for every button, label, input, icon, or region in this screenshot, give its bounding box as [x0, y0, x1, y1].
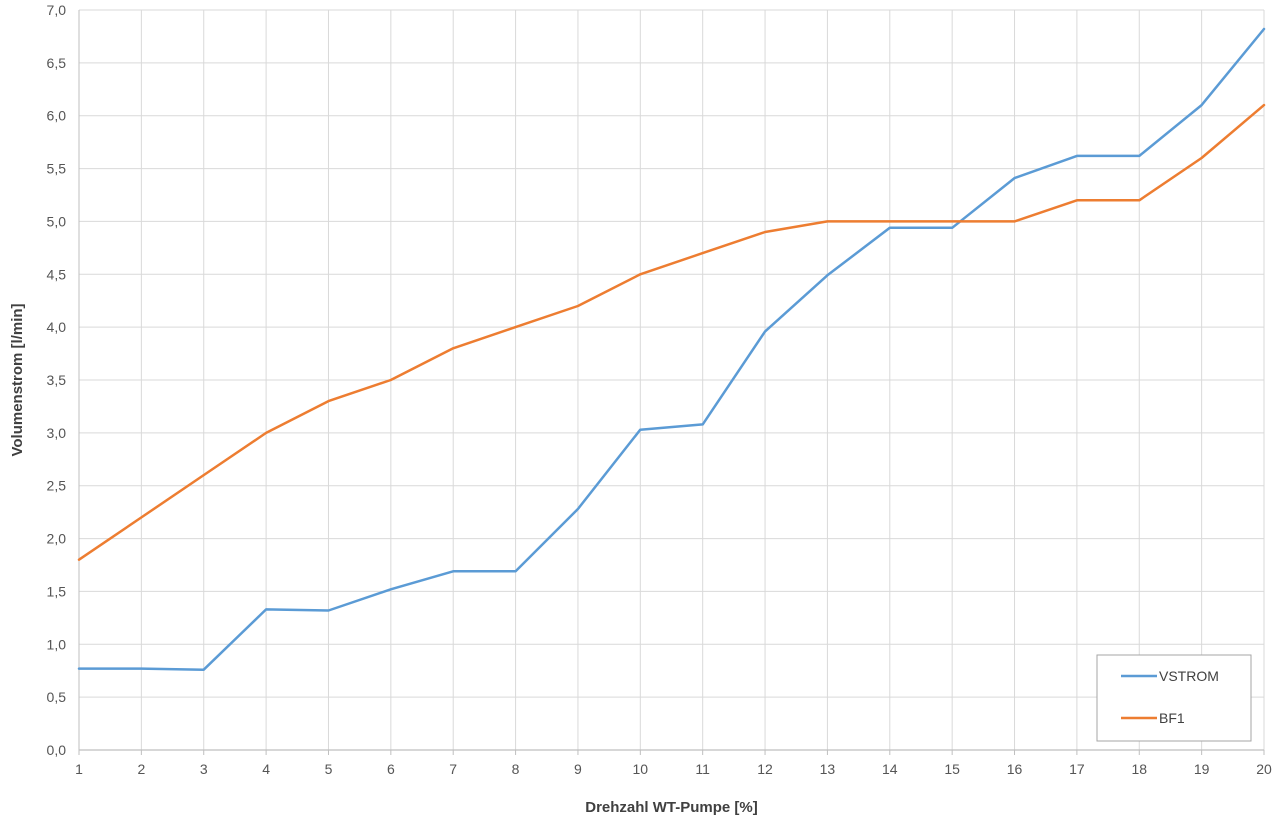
x-tick-label: 15 — [944, 761, 960, 777]
y-tick-label: 7,0 — [47, 2, 67, 18]
x-tick-label: 1 — [75, 761, 83, 777]
y-axis-title: Volumenstrom [l/min] — [9, 303, 26, 456]
x-tick-label: 8 — [512, 761, 520, 777]
y-tick-label: 2,5 — [47, 478, 67, 494]
grid-lines — [79, 9, 1265, 750]
x-tick-label: 16 — [1007, 761, 1023, 777]
y-tick-label: 3,0 — [47, 425, 67, 441]
x-tick-label: 4 — [262, 761, 270, 777]
x-tick-label: 7 — [449, 761, 457, 777]
x-tick-label: 5 — [325, 761, 333, 777]
legend: VSTROM BF1 — [1096, 654, 1252, 742]
x-tick-label: 13 — [820, 761, 836, 777]
x-tick-label: 6 — [387, 761, 395, 777]
x-tick-label: 10 — [633, 761, 649, 777]
x-tick-labels: 1 2 3 4 5 6 7 8 9 10 11 12 13 14 15 16 17 18 19 20 — [75, 761, 1272, 777]
x-tick-label: 14 — [882, 761, 898, 777]
legend-label-bf1: BF1 — [1159, 710, 1185, 726]
x-tick-label: 18 — [1131, 761, 1147, 777]
x-tick-label: 17 — [1069, 761, 1085, 777]
x-tick-label: 19 — [1194, 761, 1210, 777]
x-tick-label: 12 — [757, 761, 773, 777]
x-tick-label: 2 — [137, 761, 145, 777]
series-lines — [77, 27, 1266, 671]
x-tick-label: 11 — [695, 761, 710, 777]
y-tick-label: 1,5 — [47, 583, 67, 599]
y-tick-labels: 0,0 0,5 1,0 1,5 2,0 2,5 3,0 3,5 4,0 4,5 5,0 5,5 6,0 6… — [47, 2, 67, 758]
y-tick-label: 4,5 — [47, 266, 67, 282]
x-tick-label: 9 — [574, 761, 582, 777]
y-tick-label: 5,0 — [47, 213, 67, 229]
y-tick-label: 2,0 — [47, 531, 67, 547]
x-axis-title: Drehzahl WT-Pumpe [%] — [585, 799, 758, 816]
legend-box — [1096, 654, 1252, 742]
y-tick-label: 3,5 — [47, 372, 67, 388]
x-tick-label: 20 — [1256, 761, 1272, 777]
y-tick-label: 6,0 — [47, 108, 67, 124]
y-tick-label: 0,5 — [47, 689, 67, 705]
y-tick-label: 5,5 — [47, 161, 67, 177]
series-line-vstrom — [77, 27, 1266, 671]
x-tick-label: 3 — [200, 761, 208, 777]
axes — [78, 10, 1265, 755]
y-tick-label: 6,5 — [47, 55, 67, 71]
y-tick-label: 1,0 — [47, 636, 67, 652]
legend-label-vstrom: VSTROM — [1159, 668, 1219, 684]
series-line-bf1 — [77, 103, 1266, 561]
y-tick-label: 4,0 — [47, 319, 67, 335]
y-tick-label: 0,0 — [47, 742, 67, 758]
